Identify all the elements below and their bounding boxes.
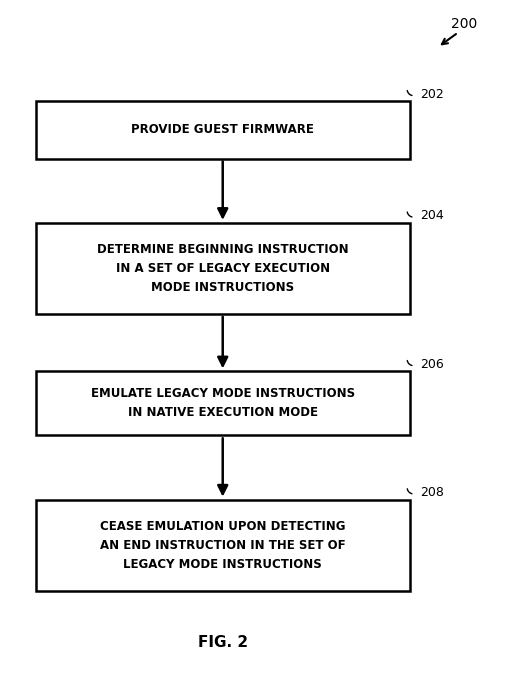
Bar (36, 500, 410, 591)
Text: 202: 202 (420, 88, 443, 101)
Text: 204: 204 (420, 209, 443, 223)
Text: PROVIDE GUEST FIRMWARE: PROVIDE GUEST FIRMWARE (131, 124, 314, 136)
Text: 200: 200 (451, 17, 477, 30)
Bar (36, 101, 410, 159)
Text: EMULATE LEGACY MODE INSTRUCTIONS
IN NATIVE EXECUTION MODE: EMULATE LEGACY MODE INSTRUCTIONS IN NATI… (91, 387, 355, 419)
Text: DETERMINE BEGINNING INSTRUCTION
IN A SET OF LEGACY EXECUTION
MODE INSTRUCTIONS: DETERMINE BEGINNING INSTRUCTION IN A SET… (97, 243, 349, 294)
Text: 208: 208 (420, 486, 444, 500)
Text: 206: 206 (420, 358, 443, 371)
Text: FIG. 2: FIG. 2 (198, 635, 248, 650)
Text: CEASE EMULATION UPON DETECTING
AN END INSTRUCTION IN THE SET OF
LEGACY MODE INST: CEASE EMULATION UPON DETECTING AN END IN… (100, 520, 346, 570)
Bar (36, 223, 410, 314)
Bar (36, 371, 410, 435)
